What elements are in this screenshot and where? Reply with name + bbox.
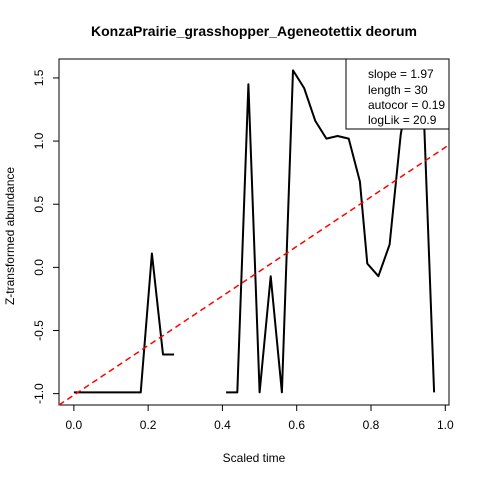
y-axis-label: Z-transformed abundance [3,167,17,305]
legend-loglik: logLik = 20.9 [368,113,437,127]
x-tick-label: 0.4 [214,418,231,432]
y-tick-label: -0.5 [32,320,46,341]
legend-autocor: autocor = 0.19 [368,98,445,112]
x-tick-label: 1.0 [437,418,454,432]
y-tick-label: 1.0 [32,132,46,149]
legend-box: slope = 1.97 length = 30 autocor = 0.19 … [345,58,450,130]
series-layer [58,68,450,406]
y-tick-label: -1.0 [32,383,46,404]
legend-slope: slope = 1.97 [368,67,434,81]
y-tick-label: 0.5 [32,196,46,213]
y-axis: -1.0 -0.5 0.0 0.5 1.0 1.5 [32,69,59,404]
x-axis-label: Scaled time [223,451,286,465]
abundance-line-segment [73,252,175,394]
x-tick-label: 0.0 [66,418,83,432]
x-tick-label: 0.8 [363,418,380,432]
x-axis: 0.0 0.2 0.4 0.6 0.8 1.0 [66,405,454,432]
trend-line [58,144,450,406]
legend-length: length = 30 [368,83,428,97]
x-tick-label: 0.2 [140,418,157,432]
y-tick-label: 1.5 [32,69,46,86]
plot-frame [58,58,450,406]
legend-frame [345,58,450,130]
chart-title: KonzaPrairie_grasshopper_Ageneotettix de… [91,23,417,39]
abundance-line-segment [226,68,436,394]
y-tick-label: 0.0 [32,259,46,276]
x-tick-label: 0.6 [288,418,305,432]
